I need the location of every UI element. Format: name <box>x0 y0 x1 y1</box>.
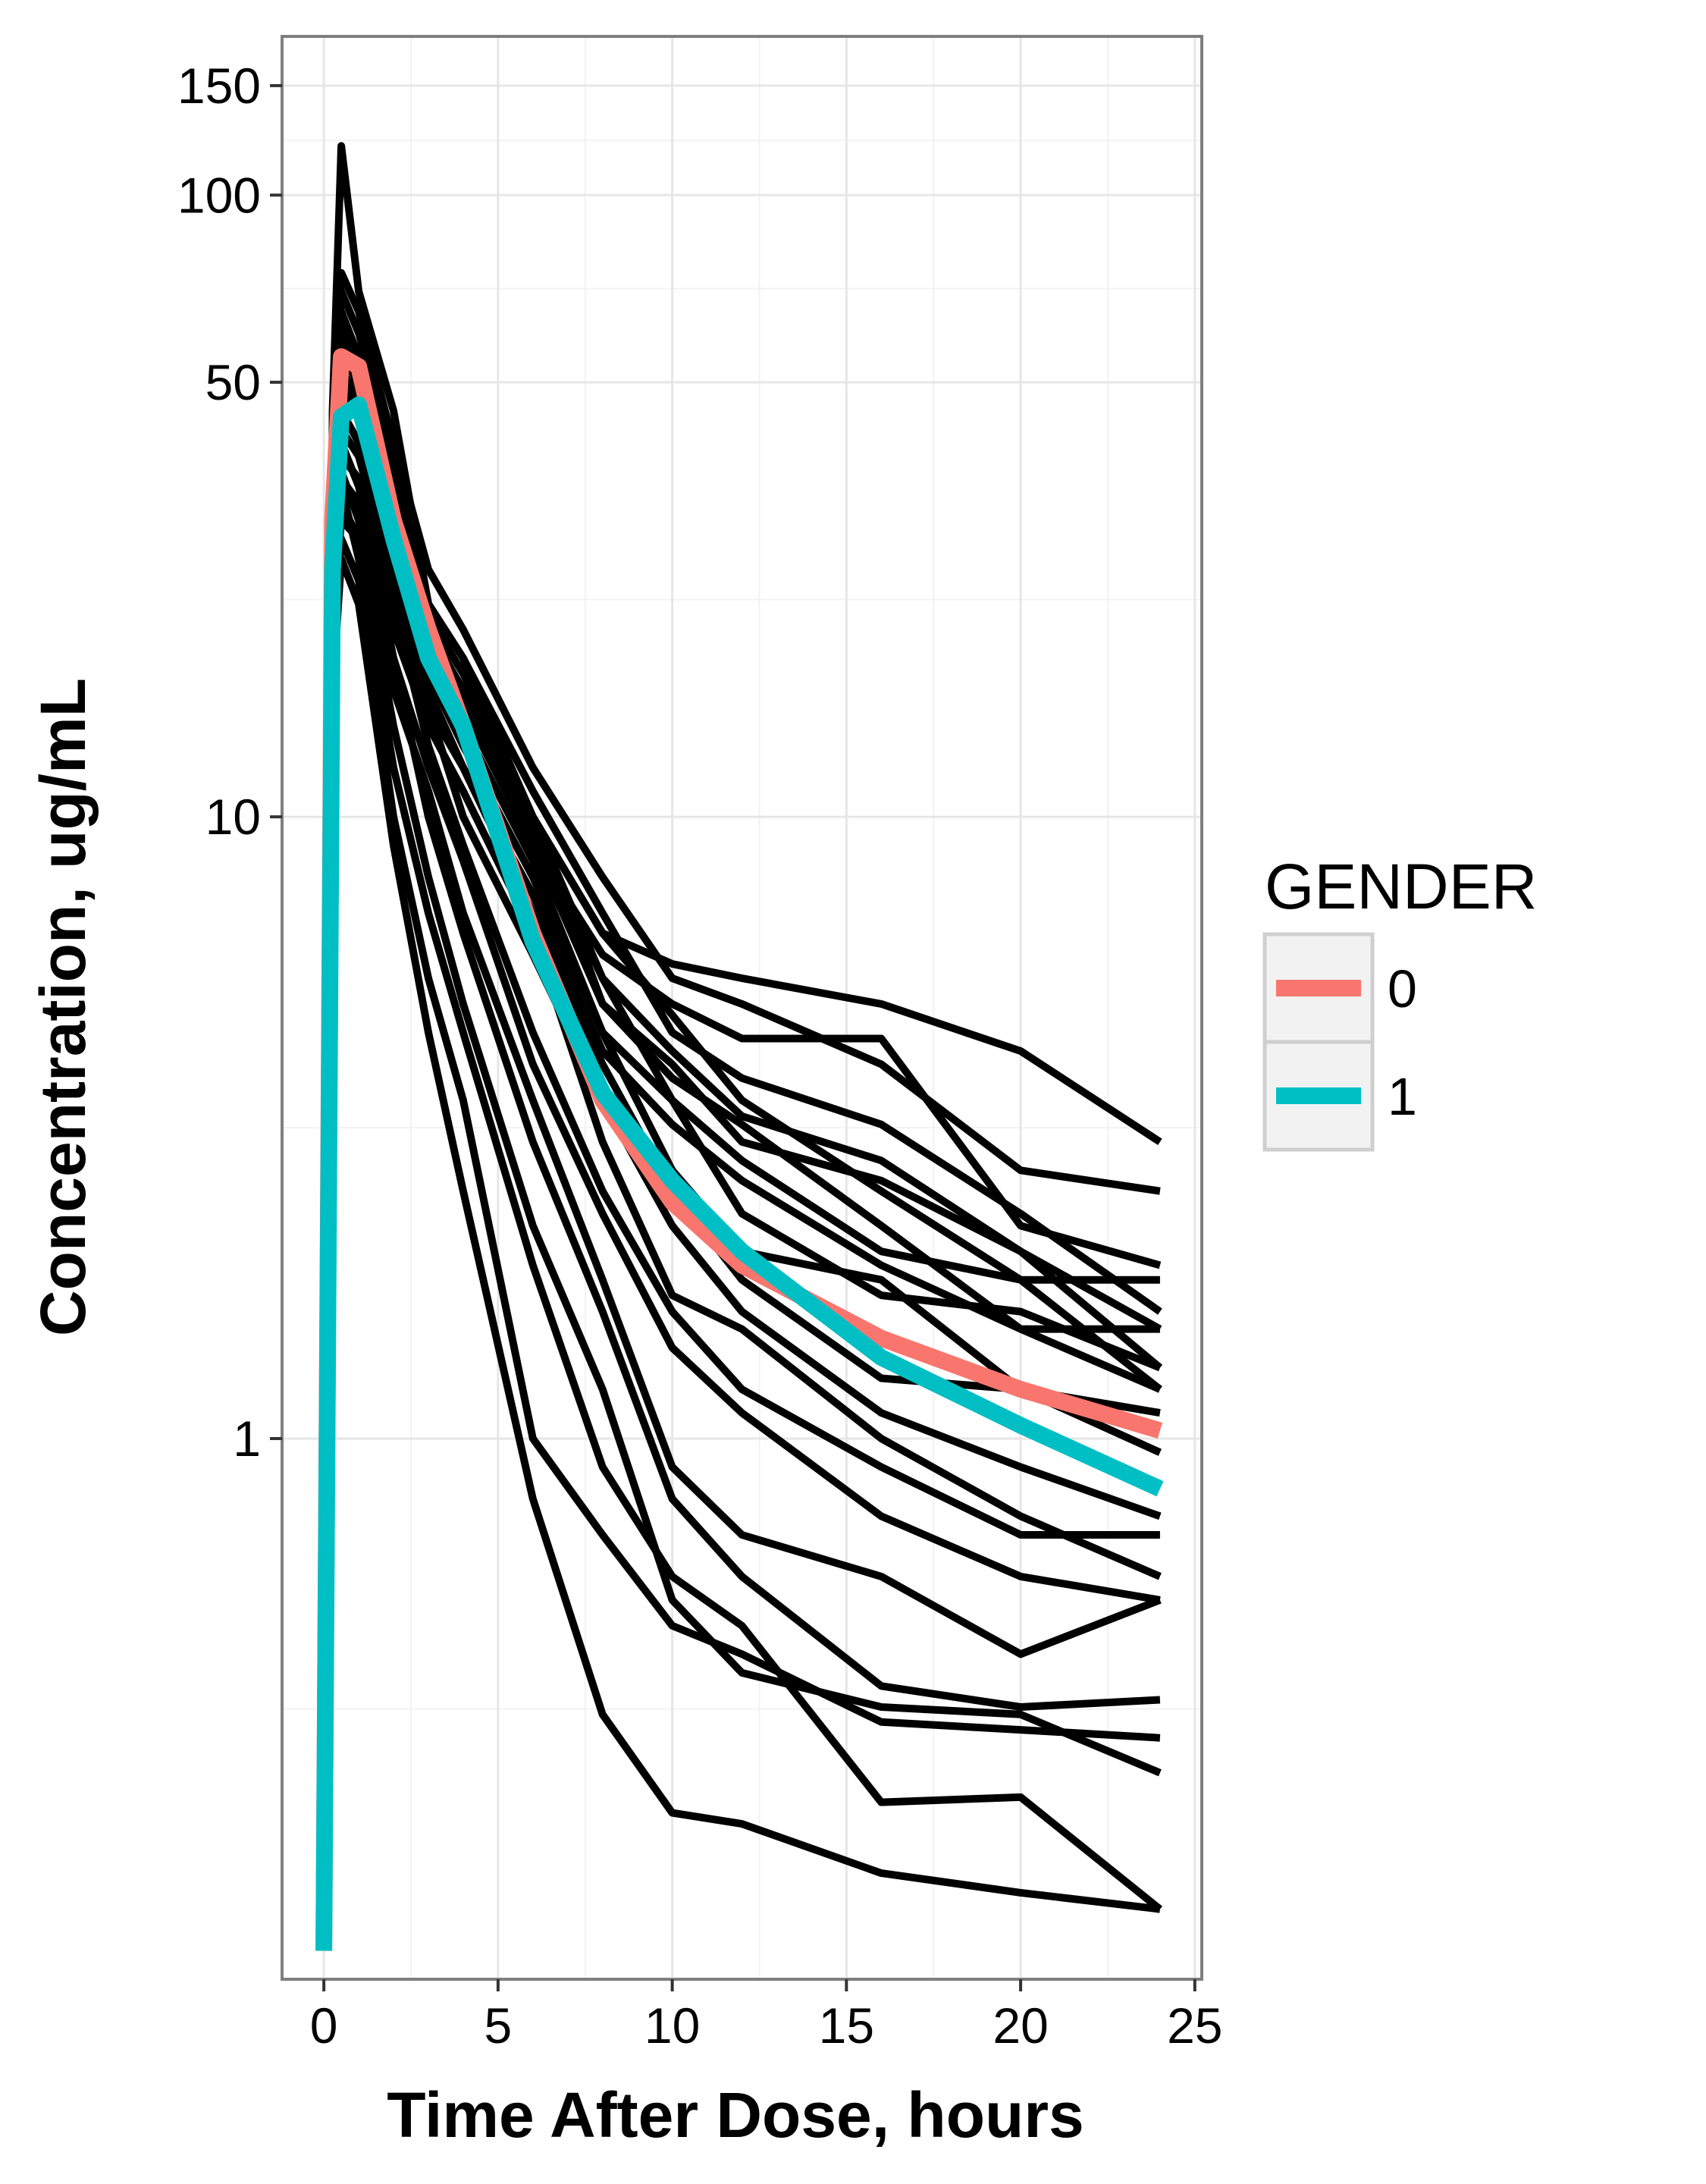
series-line-1 <box>315 396 1164 1951</box>
subject-line <box>320 268 1161 1951</box>
x-axis-title: Time After Dose, hours <box>387 2079 1084 2151</box>
x-tick-label: 10 <box>644 1997 700 2054</box>
subject-line <box>320 320 1162 1951</box>
y-tick-label: 150 <box>177 58 261 114</box>
y-tick-label: 100 <box>177 167 261 223</box>
x-tick-label: 20 <box>993 1997 1048 2054</box>
x-tick-label: 5 <box>485 1997 513 2054</box>
x-axis: 0 5 10 15 20 25 <box>310 1979 1223 2054</box>
plot-border <box>281 35 1203 1981</box>
y-tick-label: 10 <box>205 789 261 845</box>
y-tick-label: 1 <box>233 1410 261 1467</box>
subject-line <box>320 287 1162 1951</box>
y-tick-label: 50 <box>205 354 261 410</box>
y-axis: 1 10 50 100 150 <box>177 58 282 1467</box>
subject-line <box>320 516 1161 1951</box>
legend-label-0: 0 <box>1388 959 1417 1018</box>
x-tick-label: 0 <box>310 1997 338 2054</box>
individual-lines <box>320 142 1163 1951</box>
legend: GENDER 0 1 <box>1262 851 1537 1152</box>
legend-title: GENDER <box>1265 851 1537 922</box>
x-tick-label: 15 <box>819 1997 874 2054</box>
subject-line <box>320 554 1161 1951</box>
subject-line <box>320 535 1161 1951</box>
y-axis-title: Concentration, ug/mL <box>27 678 99 1336</box>
x-tick-label: 25 <box>1167 1997 1222 2054</box>
gender-mean-lines <box>315 348 1164 1951</box>
legend-label-1: 1 <box>1388 1067 1417 1126</box>
